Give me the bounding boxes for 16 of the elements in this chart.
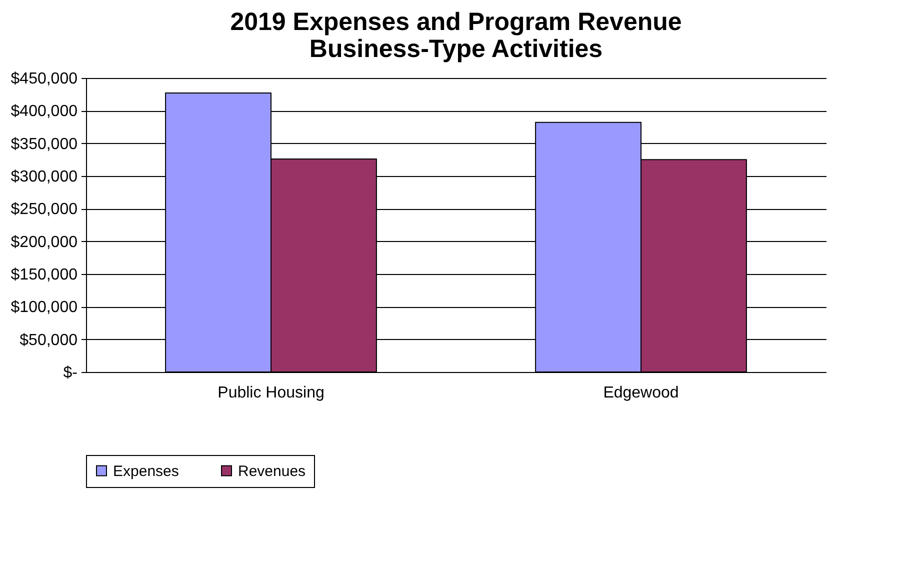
legend-label: Revenues bbox=[238, 462, 306, 480]
text: Business-Type Activities bbox=[309, 35, 603, 63]
y-tick-label: $200,000 bbox=[10, 234, 78, 251]
y-tick-label: $250,000 bbox=[10, 201, 78, 218]
x-tick-label: Public Housing bbox=[218, 384, 324, 402]
y-tick-label: $- bbox=[63, 364, 78, 382]
legend-label: Expenses bbox=[113, 462, 179, 480]
text: 2019 Expenses and Program Revenue bbox=[230, 8, 682, 36]
y-tick-label: $50,000 bbox=[20, 332, 78, 349]
y-tick-label: $300,000 bbox=[10, 168, 78, 186]
y-tick-label: $400,000 bbox=[10, 103, 78, 120]
y-tick-label: $150,000 bbox=[10, 266, 78, 284]
y-tick-label: $100,000 bbox=[10, 299, 78, 316]
y-tick-label: $350,000 bbox=[10, 136, 78, 153]
y-tick-label: $450,000 bbox=[10, 70, 78, 88]
x-tick-label: Edgewood bbox=[603, 384, 679, 402]
